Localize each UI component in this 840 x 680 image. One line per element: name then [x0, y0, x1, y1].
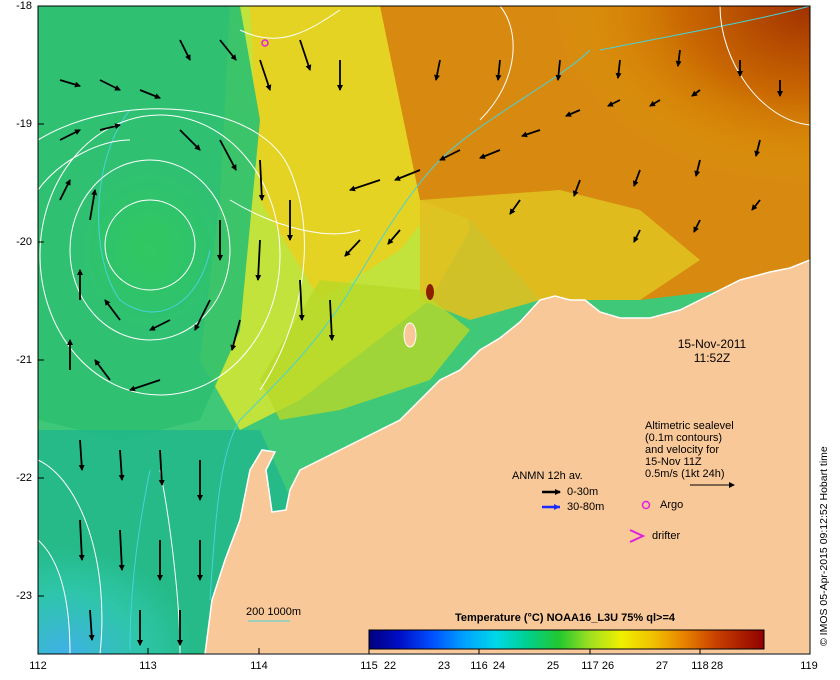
altimetry-note: Altimetric sealevel (0.1m contours) and … [645, 420, 734, 480]
argo-float-marker [261, 39, 269, 47]
land-mass [204, 259, 810, 654]
colorbar [368, 629, 765, 650]
y-tick: -22 [16, 472, 32, 484]
argo-legend-icon [641, 500, 651, 510]
anmn-shallow-label: 0-30m [567, 486, 599, 498]
x-tick: 115 [360, 660, 378, 672]
altimetry-line: 15-Nov 11Z [645, 456, 702, 468]
altimetry-line: Altimetric sealevel [645, 420, 734, 432]
y-tick: -20 [16, 236, 32, 248]
x-tick: 112 [29, 660, 47, 672]
image-timestamp: 15-Nov-2011 11:52Z [664, 337, 760, 365]
drifter-legend-icon [629, 529, 646, 543]
colorbar-tick: 26 [601, 660, 615, 672]
colorbar-tick: 23 [437, 660, 451, 672]
x-tick: 116 [470, 660, 488, 672]
colorbar-tick: 25 [546, 660, 560, 672]
anmn-deep-label: 30-80m [567, 501, 605, 513]
image-time: 11:52Z [693, 351, 731, 365]
altimetry-line: (0.1m contours) [645, 432, 723, 444]
colorbar-title: Temperature (°C) NOAA16_L3U 75% ql>=4 [455, 612, 675, 624]
colorbar-tick: 28 [710, 660, 724, 672]
x-tick: 117 [581, 660, 599, 672]
colorbar-tick: 27 [655, 660, 669, 672]
argo-label: Argo [660, 499, 684, 511]
y-tick: -19 [16, 118, 32, 130]
map-area [38, 6, 810, 654]
altimetry-line: 0.5m/s (1kt 24h) [645, 468, 725, 480]
x-tick: 113 [139, 660, 157, 672]
isobath-label: 200 1000m [246, 606, 302, 618]
x-tick: 118 [691, 660, 709, 672]
altimetry-line: and velocity for [645, 444, 719, 456]
colorbar-tick: 22 [383, 660, 397, 672]
velocity-arrows [59, 39, 783, 646]
x-tick: 119 [800, 660, 818, 672]
credit-text: © IMOS 05-Apr-2015 09:12:52 Hobart time [818, 446, 830, 646]
anmn-title: ANMN 12h av. [512, 470, 583, 482]
colorbar-tick: 24 [492, 660, 506, 672]
drifter-label: drifter [652, 530, 681, 542]
y-tick: -18 [16, 0, 32, 12]
y-tick: -21 [16, 354, 32, 366]
y-tick: -23 [16, 590, 32, 602]
image-date: 15-Nov-2011 [677, 337, 747, 351]
x-tick: 114 [250, 660, 268, 672]
